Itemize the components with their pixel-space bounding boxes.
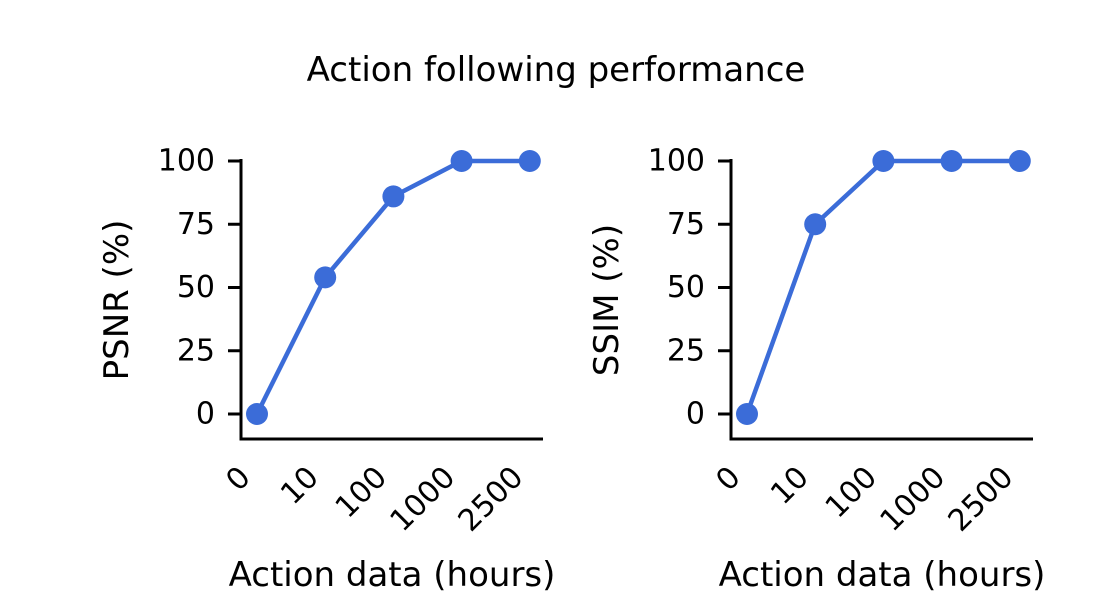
data-point (246, 403, 268, 425)
data-point (736, 403, 758, 425)
data-point (872, 150, 895, 172)
data-point (940, 150, 963, 172)
x-axis-label: Action data (hours) (229, 555, 556, 595)
y-tick-label: 0 (686, 397, 705, 432)
y-tick-label: 75 (177, 207, 215, 242)
data-point (518, 150, 541, 172)
figure-title: Action following performance (306, 50, 806, 90)
data-point (804, 213, 827, 236)
data-point (1008, 150, 1031, 172)
x-axis-label: Action data (hours) (719, 555, 1046, 595)
x-tick-label: 0 (219, 460, 257, 498)
y-tick-label: 50 (177, 270, 215, 305)
x-tick-label: 2500 (942, 460, 1021, 539)
y-axis-label: PSNR (%) (100, 220, 137, 381)
x-tick-label: 1000 (874, 460, 953, 539)
y-tick-label: 0 (196, 397, 215, 432)
y-tick-label: 100 (158, 144, 215, 179)
x-tick-label: 10 (274, 460, 326, 512)
data-point (382, 185, 405, 208)
data-line (744, 158, 1020, 415)
y-tick-label: 75 (667, 207, 705, 242)
y-axis-label: SSIM (%) (590, 224, 627, 376)
x-tick-label: 2500 (452, 460, 531, 539)
x-tick-label: 10 (764, 460, 816, 512)
y-tick-label: 100 (648, 144, 705, 179)
data-point (450, 150, 473, 172)
x-tick-label: 1000 (384, 460, 463, 539)
y-tick-label: 25 (177, 333, 215, 368)
y-tick-label: 50 (667, 270, 705, 305)
data-point (314, 266, 337, 289)
x-tick-label: 0 (709, 460, 747, 498)
y-tick-label: 25 (667, 333, 705, 368)
